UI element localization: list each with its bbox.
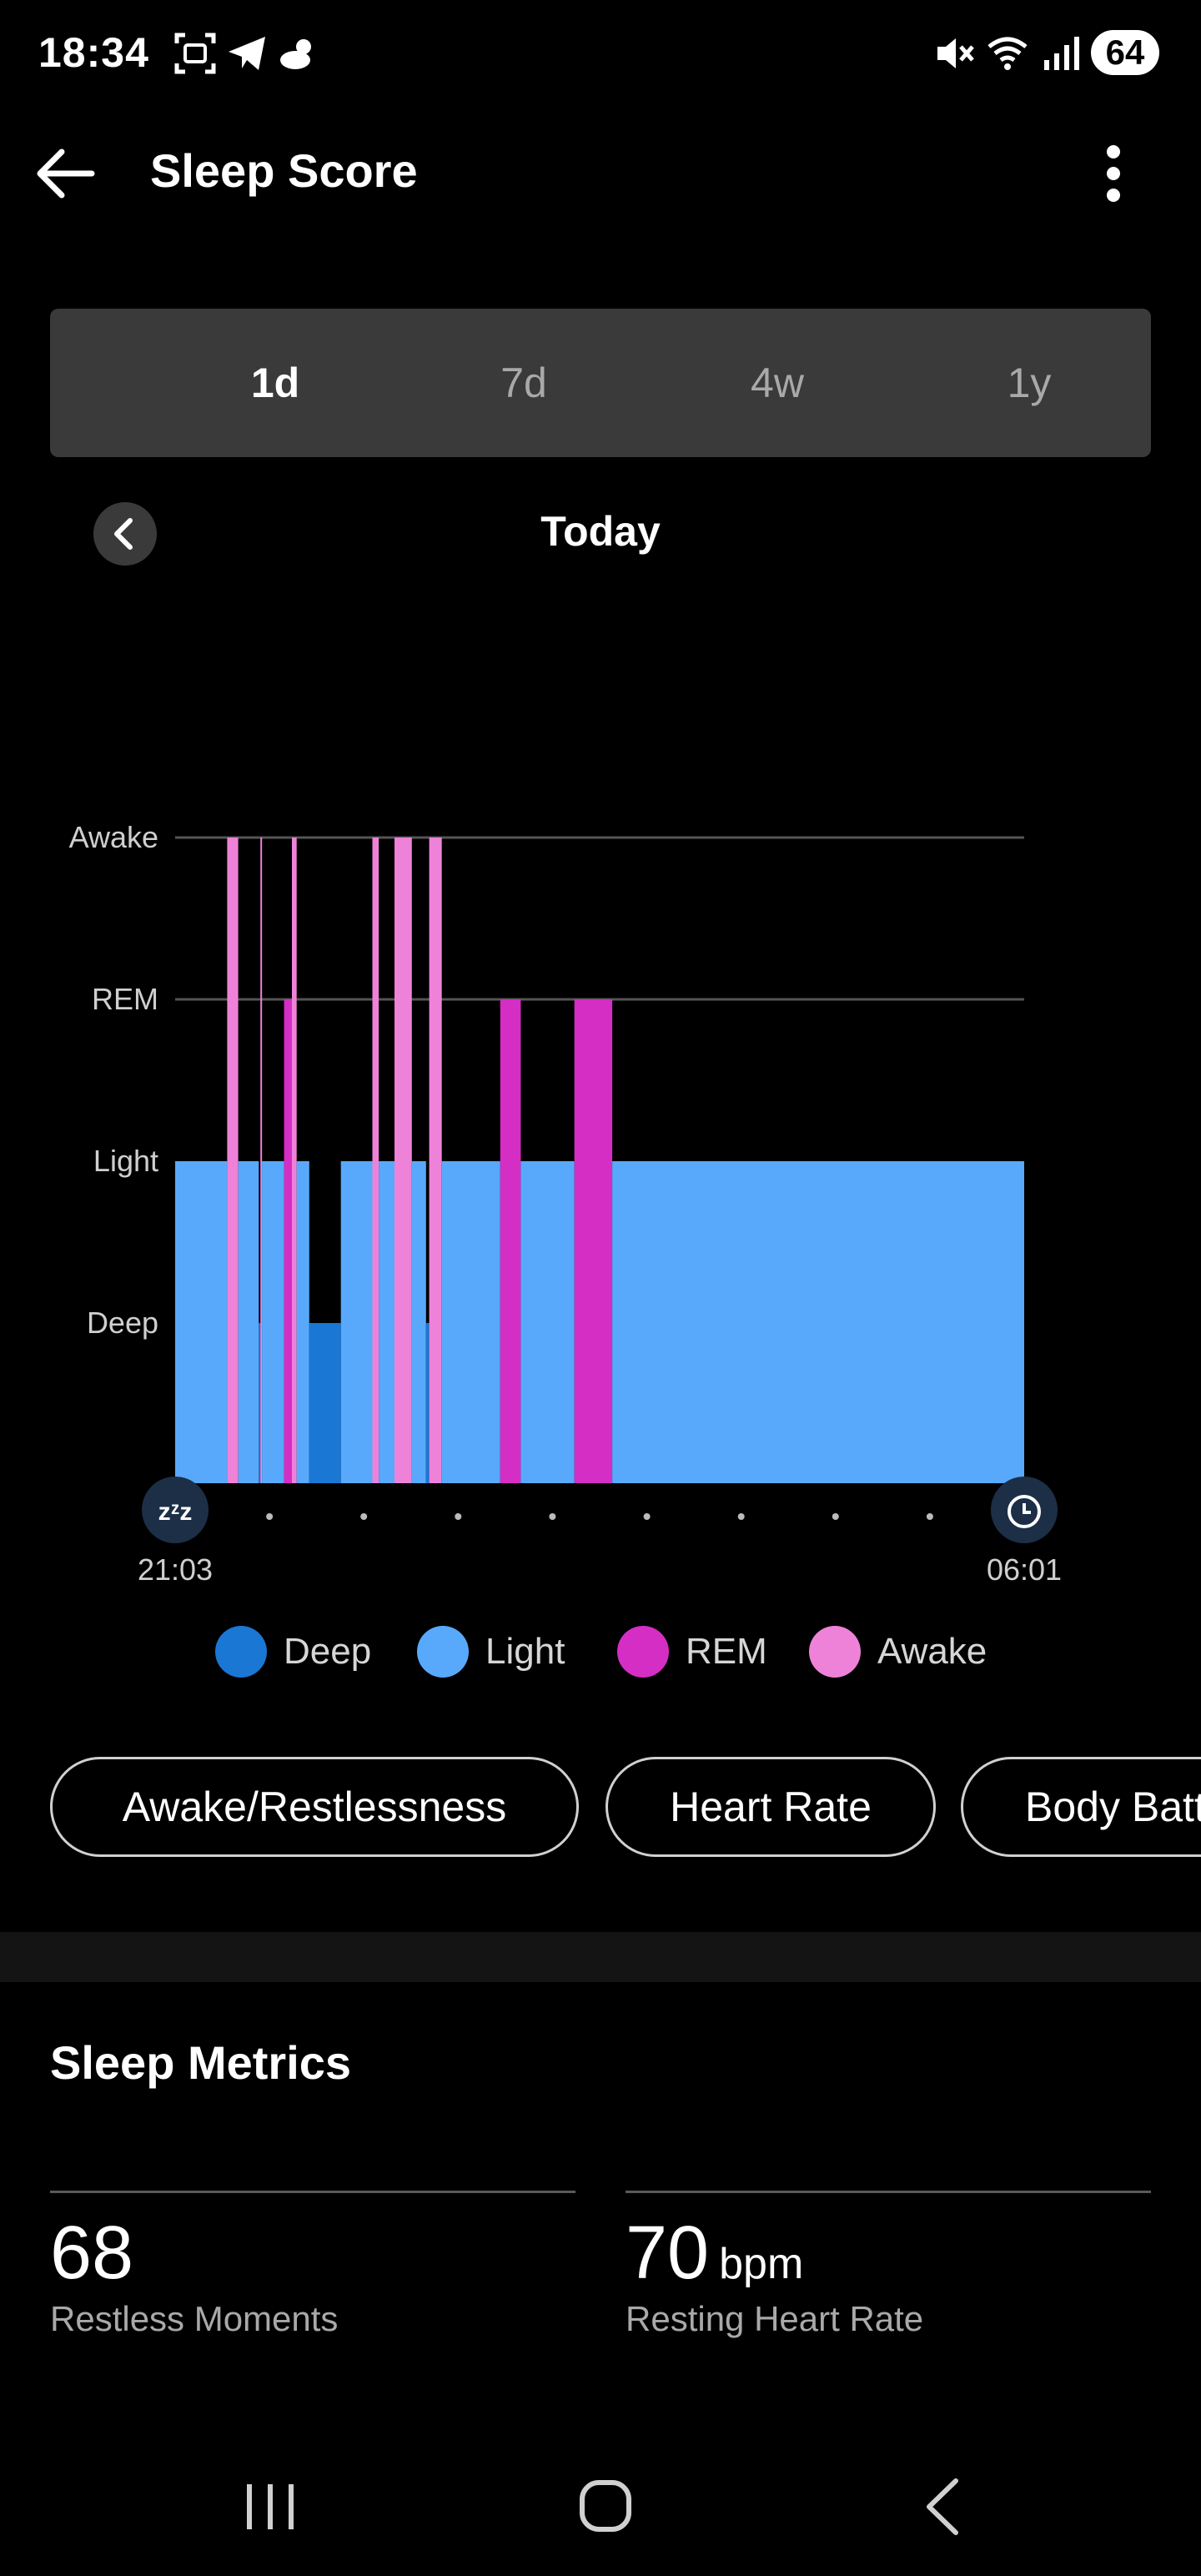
sleep-bar-awake	[429, 838, 442, 1483]
legend-item-deep: Deep	[215, 1618, 371, 1685]
metric-divider	[626, 2191, 1151, 2193]
sleep-bar-rem	[574, 999, 613, 1483]
status-time: 18:34	[38, 29, 149, 76]
sleep-bar-awake	[292, 838, 297, 1483]
sleep-metrics-title: Sleep Metrics	[50, 2036, 352, 2089]
tab-7d[interactable]: 7d	[500, 360, 547, 406]
sleep-zzz-icon: zᶻz	[158, 1498, 193, 1526]
tab-1d[interactable]: 1d	[250, 360, 300, 406]
time-tick-dot	[549, 1513, 556, 1520]
system-back-icon[interactable]	[892, 2469, 992, 2544]
legend-swatch	[215, 1626, 267, 1678]
weather-icon	[280, 39, 311, 69]
legend-swatch	[617, 1626, 669, 1678]
back-arrow-icon[interactable]	[30, 138, 100, 209]
sleep-bar-awake	[394, 838, 412, 1483]
sleep-bar-light	[441, 1161, 500, 1483]
sleep-bar-awake	[372, 838, 379, 1483]
chart-legend: Deep Light REM Awake	[0, 1618, 1201, 1685]
sleep-bar-light	[520, 1161, 575, 1483]
time-tick-dot	[832, 1513, 839, 1520]
legend-label: Light	[485, 1631, 565, 1672]
legend-item-rem: REM	[617, 1618, 767, 1685]
time-tick-dot	[360, 1513, 368, 1520]
y-label-awake: Awake	[69, 820, 158, 854]
sleep-bar-light	[411, 1161, 426, 1483]
sleep-bar-light	[612, 1161, 1024, 1483]
restless-moments-label: Restless Moments	[50, 2299, 339, 2338]
start-time-label: 21:03	[138, 1552, 213, 1587]
resting-heart-rate-label: Resting Heart Rate	[626, 2299, 924, 2338]
y-label-light: Light	[93, 1144, 158, 1178]
recents-icon[interactable]	[220, 2469, 320, 2544]
restless-moments-value: 68	[50, 2211, 143, 2297]
more-options-icon[interactable]	[1084, 138, 1143, 209]
alarm-clock-icon	[1008, 1495, 1041, 1528]
restless-moments-number: 68	[50, 2211, 134, 2295]
alarm-clock-hands	[1023, 1503, 1031, 1514]
sleep-bar-deep	[259, 1323, 261, 1483]
time-tick-dot	[455, 1513, 462, 1520]
section-divider	[0, 1932, 1201, 1982]
sleep-bar-light	[175, 1161, 228, 1483]
period-tabs: 1d 7d 4w 1y	[50, 309, 1151, 457]
sleep-start-marker	[142, 1477, 209, 1543]
sleep-bar-light	[379, 1161, 394, 1483]
legend-label: Deep	[284, 1631, 372, 1672]
awake-restlessness-chip[interactable]: Awake/Restlessness	[50, 1757, 579, 1857]
sleep-stages-chart: Awake REM Light Deep zᶻz 21:03 06:01	[69, 820, 1062, 1587]
time-tick-dot	[643, 1513, 651, 1520]
legend-swatch	[417, 1626, 469, 1678]
body-battery-chip[interactable]: Body Battery	[961, 1757, 1201, 1857]
previous-day-button[interactable]	[93, 502, 157, 566]
legend-swatch	[809, 1626, 861, 1678]
sleep-bar-light	[238, 1161, 259, 1483]
telegram-icon	[229, 37, 265, 70]
wifi-icon	[987, 37, 1028, 70]
resting-heart-rate-number: 70	[626, 2211, 710, 2295]
time-tick-dot	[266, 1513, 274, 1520]
legend-label: REM	[686, 1631, 767, 1672]
sleep-bar-deep	[309, 1323, 341, 1483]
heart-rate-chip[interactable]: Heart Rate	[606, 1757, 936, 1857]
end-time-label: 06:01	[987, 1552, 1062, 1587]
y-label-rem: REM	[92, 982, 158, 1016]
battery-indicator: 64	[1091, 30, 1159, 75]
sleep-bar-awake	[260, 838, 263, 1483]
sleep-bar-light	[296, 1161, 309, 1483]
home-icon[interactable]	[555, 2469, 656, 2544]
signal-icon	[1044, 37, 1079, 70]
metric-divider	[50, 2191, 575, 2193]
sleep-bar-light	[340, 1161, 373, 1483]
date-label: Today	[540, 508, 661, 555]
tab-4w[interactable]: 4w	[751, 360, 804, 406]
legend-label: Awake	[877, 1631, 987, 1672]
sleep-bar-deep	[425, 1323, 430, 1483]
resting-heart-rate-unit: bpm	[719, 2240, 804, 2288]
legend-item-awake: Awake	[809, 1618, 987, 1685]
mute-icon	[937, 38, 974, 68]
tab-1y[interactable]: 1y	[1007, 360, 1052, 406]
sleep-bar-light	[262, 1161, 284, 1483]
resting-heart-rate-value: 70 bpm	[626, 2211, 803, 2297]
screenshot-icon	[174, 33, 216, 74]
sleep-bar-awake	[227, 838, 239, 1483]
sleep-bar-rem	[500, 999, 521, 1483]
time-tick-dot	[926, 1513, 933, 1520]
page-title: Sleep Score	[150, 144, 418, 197]
sleep-bar-rem	[284, 999, 293, 1483]
time-tick-dot	[737, 1513, 745, 1520]
y-label-deep: Deep	[87, 1306, 158, 1340]
legend-item-light: Light	[417, 1618, 565, 1685]
